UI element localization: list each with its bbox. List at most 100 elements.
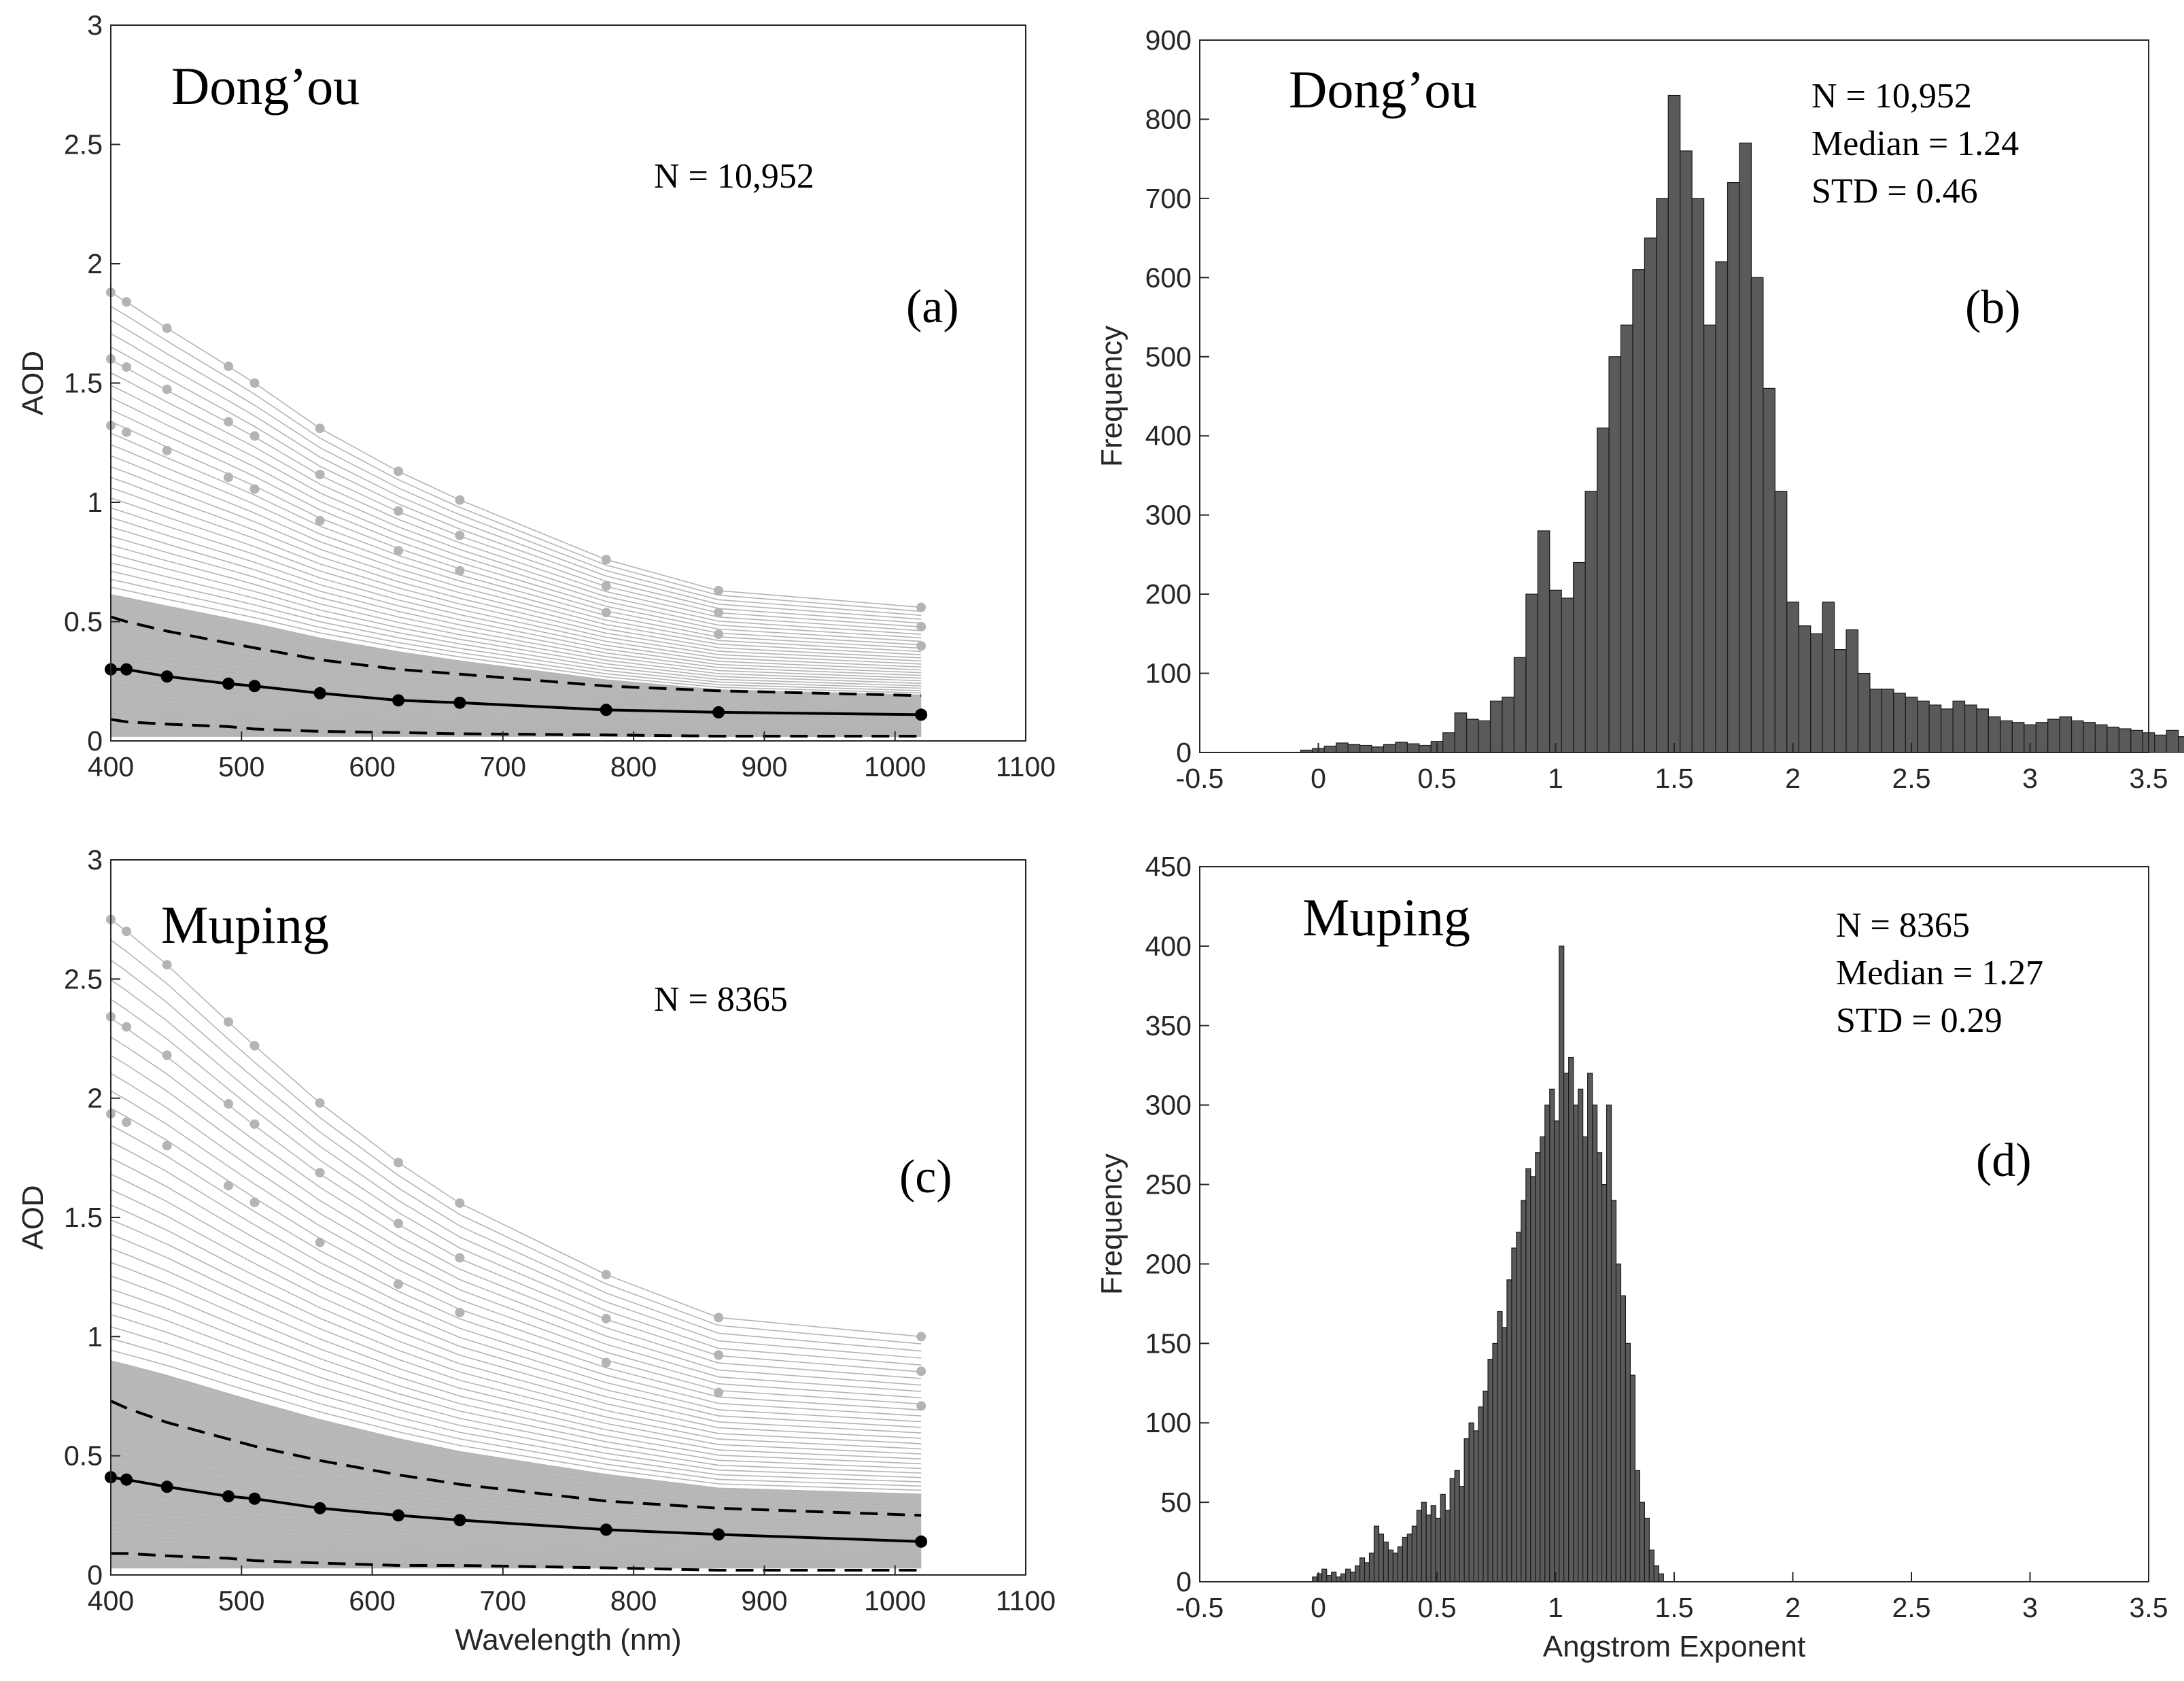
histogram-bar bbox=[1822, 602, 1835, 753]
x-tick-label: 600 bbox=[349, 751, 395, 782]
x-tick-label: 600 bbox=[349, 1585, 395, 1616]
spectrum-line bbox=[110, 432, 922, 649]
y-tick-label: 3 bbox=[87, 10, 103, 41]
histogram-bar bbox=[1478, 720, 1491, 753]
y-tick-label: 400 bbox=[1145, 931, 1192, 962]
histogram-bar bbox=[1952, 700, 1966, 753]
histogram-bar bbox=[1492, 1342, 1498, 1582]
histogram-bar bbox=[1368, 1553, 1375, 1582]
x-tick-label: 0 bbox=[1311, 1592, 1326, 1623]
mean-point bbox=[915, 1535, 928, 1548]
histogram-bar bbox=[1656, 198, 1669, 753]
histogram-bar bbox=[1331, 1572, 1337, 1582]
histogram-bar bbox=[1563, 1073, 1570, 1582]
histogram-bar bbox=[1592, 1105, 1598, 1582]
spectrum-line bbox=[110, 1326, 922, 1483]
y-tick-label: 3 bbox=[87, 844, 103, 876]
spectrum-point bbox=[224, 417, 234, 427]
x-tick-label: 700 bbox=[480, 751, 526, 782]
spectrum-point bbox=[162, 323, 172, 333]
spectrum-point bbox=[394, 506, 404, 516]
x-tick-label: 0.5 bbox=[1418, 763, 1457, 794]
y-tick-label: 1.5 bbox=[64, 368, 103, 399]
x-tick-label: 3.5 bbox=[2130, 1592, 2168, 1623]
spectrum-line bbox=[110, 1158, 922, 1423]
histogram-bar bbox=[1653, 1565, 1659, 1582]
y-axis-label: AOD bbox=[16, 351, 50, 415]
spectrum-point bbox=[224, 472, 234, 483]
histogram-bar bbox=[1440, 1493, 1446, 1582]
spectrum-line bbox=[110, 999, 922, 1366]
histogram-bar bbox=[1513, 657, 1527, 753]
histogram-bar bbox=[1703, 324, 1716, 753]
spectrum-line bbox=[110, 385, 922, 635]
histogram-bar bbox=[1610, 1200, 1617, 1582]
histogram-bar bbox=[1419, 744, 1432, 753]
histogram-bar bbox=[1845, 629, 1859, 753]
mean-point bbox=[712, 1528, 725, 1541]
spectrum-point bbox=[315, 1098, 325, 1108]
histogram-bar bbox=[1573, 561, 1586, 753]
histogram-bar bbox=[2000, 720, 2013, 753]
histogram-bar bbox=[1774, 491, 1788, 753]
spectrum-point bbox=[224, 1017, 234, 1027]
x-tick-label: 1100 bbox=[996, 1585, 1056, 1616]
spectrum-point bbox=[916, 1332, 926, 1342]
spectrum-line bbox=[110, 570, 922, 689]
y-axis-label: Frequency bbox=[1095, 1154, 1128, 1295]
spectrum-line bbox=[110, 959, 922, 1352]
x-tick-label: 1100 bbox=[996, 751, 1056, 782]
spectrum-line bbox=[110, 497, 922, 668]
x-tick-label: 2.5 bbox=[1892, 763, 1931, 794]
histogram-bar bbox=[1833, 649, 1847, 753]
histogram-bar bbox=[1582, 1136, 1589, 1582]
histogram-bar bbox=[1750, 277, 1764, 753]
histogram-bar bbox=[1347, 744, 1361, 753]
site-title: Dong’ou bbox=[171, 56, 360, 116]
spectrum-point bbox=[916, 602, 926, 612]
histogram-bar bbox=[1715, 261, 1729, 753]
y-tick-label: 900 bbox=[1145, 24, 1192, 56]
histogram-bar bbox=[1454, 712, 1468, 753]
histogram-bar bbox=[1506, 1279, 1512, 1582]
histogram-bar bbox=[1371, 746, 1385, 753]
mean-point bbox=[453, 696, 466, 709]
histogram-bar bbox=[1917, 700, 1930, 753]
histogram-bar bbox=[2094, 724, 2108, 753]
spectrum-line bbox=[110, 333, 922, 620]
histogram-bar bbox=[1639, 1502, 1645, 1582]
spectrum-point bbox=[315, 516, 325, 526]
histogram-bar bbox=[1786, 602, 1799, 753]
spectrum-point bbox=[601, 581, 611, 591]
median-value: Median = 1.27 bbox=[1836, 954, 2043, 992]
spectrum-point bbox=[162, 384, 172, 394]
mean-point bbox=[160, 670, 173, 683]
histogram-bar bbox=[1739, 142, 1752, 753]
spectrum-line bbox=[110, 1301, 922, 1474]
histogram-bar bbox=[1430, 1505, 1436, 1582]
histogram-bar bbox=[1350, 1572, 1356, 1582]
histogram-bar bbox=[1326, 1575, 1332, 1582]
spectrum-line bbox=[110, 1248, 922, 1455]
mean-point bbox=[453, 1514, 466, 1527]
spectrum-point bbox=[315, 423, 325, 434]
histogram-bar bbox=[1606, 1105, 1612, 1582]
y-tick-label: 500 bbox=[1145, 341, 1192, 372]
std-value: STD = 0.46 bbox=[1812, 172, 1978, 211]
histogram-bar bbox=[1468, 1422, 1474, 1582]
upper-line bbox=[110, 615, 922, 697]
histogram-bar bbox=[1459, 1486, 1465, 1582]
spectrum-point bbox=[122, 1117, 132, 1128]
spectrum-point bbox=[601, 1357, 611, 1368]
mean-point bbox=[222, 677, 235, 690]
y-tick-label: 2 bbox=[87, 248, 103, 279]
spectrum-line bbox=[110, 1141, 922, 1417]
panel-label: (d) bbox=[1976, 1134, 2032, 1187]
histogram-bar bbox=[1584, 491, 1598, 753]
histogram-bar bbox=[1378, 1533, 1385, 1582]
histogram-bar bbox=[1364, 1562, 1370, 1582]
spectrum-point bbox=[122, 427, 132, 437]
sample-count: N = 8365 bbox=[1836, 906, 1970, 945]
spectrum-point bbox=[714, 1387, 724, 1398]
site-title: Dong’ou bbox=[1289, 60, 1477, 119]
